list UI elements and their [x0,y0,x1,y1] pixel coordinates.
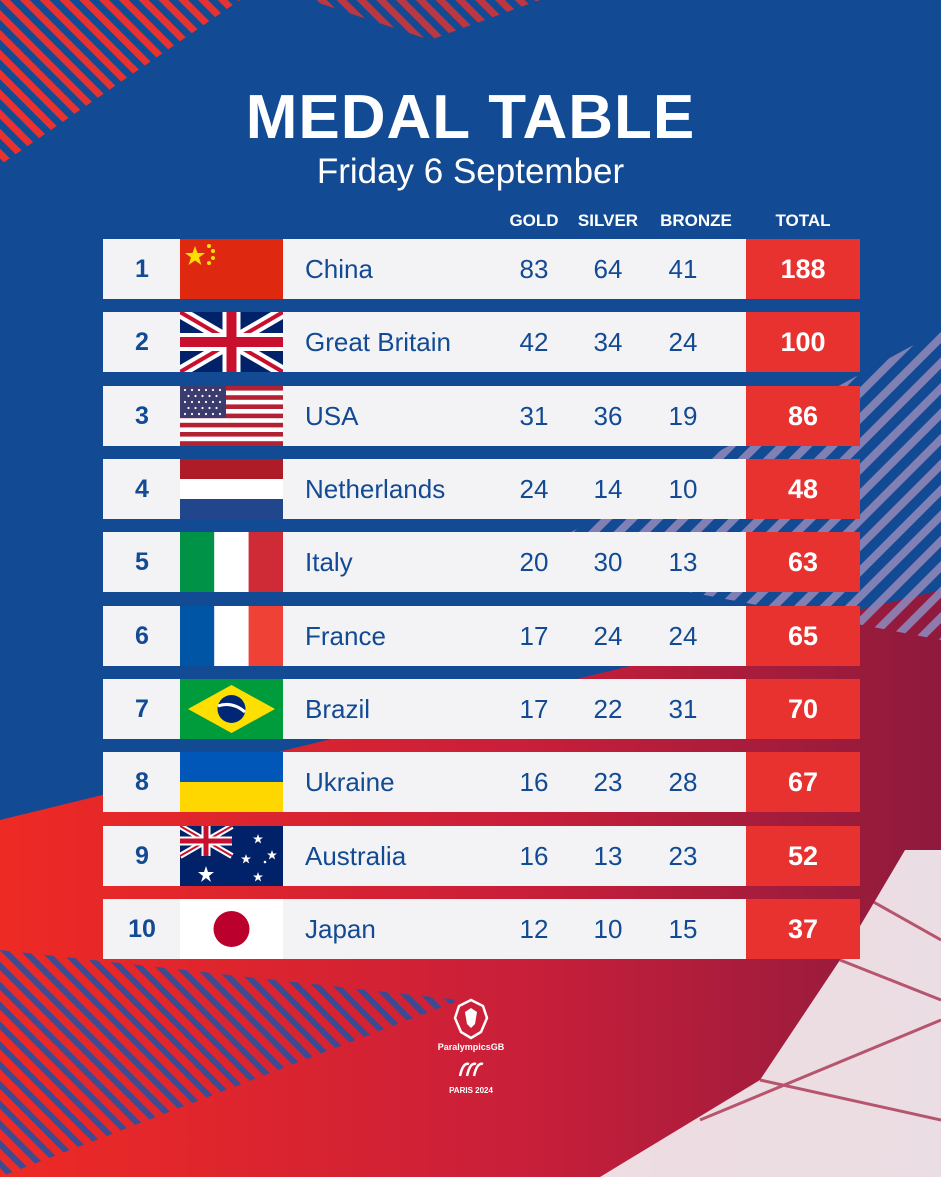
table-row: 10 Japan 12 10 15 37 [103,899,860,959]
country-name: Great Britain [305,327,451,357]
gold-count: 17 [519,621,549,651]
table-row: 9 Australia 16 1 [103,826,860,886]
japan-flag [180,899,283,959]
gold-count: 16 [519,767,549,797]
france-flag [180,606,283,666]
country-name: Japan [305,914,376,944]
silver-count: 64 [593,254,623,284]
table-row: 8 Ukraine 16 23 28 67 [103,752,860,812]
total-count: 48 [746,459,860,519]
gold-count: 31 [519,401,549,431]
header-total: TOTAL [775,211,831,230]
country-name: USA [305,401,359,431]
total-count: 37 [746,899,860,959]
table-row: 2 Great Britain 42 34 24 100 [103,312,860,372]
event-name: PARIS 2024 [449,1086,493,1095]
china-flag [180,239,283,299]
table-row: 6 France 17 24 24 65 [103,606,860,666]
gold-count: 20 [519,547,549,577]
lion-icon [453,998,489,1040]
silver-count: 34 [593,327,623,357]
header-silver: SILVER [577,211,639,230]
brand-name: ParalympicsGB [437,1042,505,1052]
gold-count: 17 [519,694,549,724]
netherlands-flag [180,459,283,519]
agitos-icon [458,1062,484,1077]
page-subtitle: Friday 6 September [316,152,625,191]
australia-flag [180,826,283,886]
gold-count: 16 [519,841,549,871]
gold-count: 83 [519,254,549,284]
brazil-flag [180,679,283,739]
country-name: China [305,254,373,284]
gold-count: 24 [519,474,549,504]
total-count: 86 [746,386,860,446]
silver-count: 13 [593,841,623,871]
table-row: 4 Netherlands 24 14 10 48 [103,459,860,519]
total-count: 188 [746,239,860,299]
gold-count: 12 [519,914,549,944]
total-count: 63 [746,532,860,592]
silver-count: 14 [593,474,623,504]
page-title: MEDAL TABLE [245,83,696,152]
bronze-count: 15 [668,914,698,944]
table-row: 3 USA 31 36 19 [103,386,860,446]
silver-count: 22 [593,694,623,724]
italy-flag [180,532,283,592]
usa-flag [180,386,283,446]
country-name: France [305,621,386,651]
rank: 6 [135,622,149,650]
bronze-count: 24 [668,327,698,357]
header-gold: GOLD [509,211,559,230]
rank: 1 [135,255,149,283]
table-row: 1 China 83 64 41 188 [103,239,860,299]
rank: 5 [135,548,149,576]
rank: 4 [135,475,149,503]
total-count: 70 [746,679,860,739]
country-name: Italy [305,547,353,577]
bronze-count: 23 [668,841,698,871]
gold-count: 42 [519,327,549,357]
country-name: Ukraine [305,767,395,797]
country-name: Australia [305,841,407,871]
country-name: Brazil [305,694,371,724]
total-count: 65 [746,606,860,666]
table-row: 5 Italy 20 30 13 63 [103,532,860,592]
bronze-count: 24 [668,621,698,651]
header-bronze: BRONZE [660,211,732,230]
bronze-count: 41 [668,254,698,284]
total-count: 100 [746,312,860,372]
silver-count: 36 [593,401,623,431]
bronze-count: 28 [668,767,698,797]
silver-count: 23 [593,767,623,797]
paralympics-gb-logo: ParalympicsGB PARIS 2024 [411,998,531,1128]
rank: 8 [135,768,149,796]
total-count: 67 [746,752,860,812]
silver-count: 30 [593,547,623,577]
total-count: 52 [746,826,860,886]
rank: 3 [135,402,149,430]
country-name: Netherlands [305,474,446,504]
rank: 2 [135,328,149,356]
bronze-count: 10 [668,474,698,504]
ukraine-flag [180,752,283,812]
table-row: 7 Brazil 17 22 31 70 [103,679,860,739]
bronze-count: 31 [668,694,698,724]
great-britain-flag [180,312,283,372]
bronze-count: 19 [668,401,698,431]
rank: 10 [128,915,156,943]
bronze-count: 13 [668,547,698,577]
rank: 9 [135,842,149,870]
silver-count: 10 [593,914,623,944]
silver-count: 24 [593,621,623,651]
rank: 7 [135,695,149,723]
